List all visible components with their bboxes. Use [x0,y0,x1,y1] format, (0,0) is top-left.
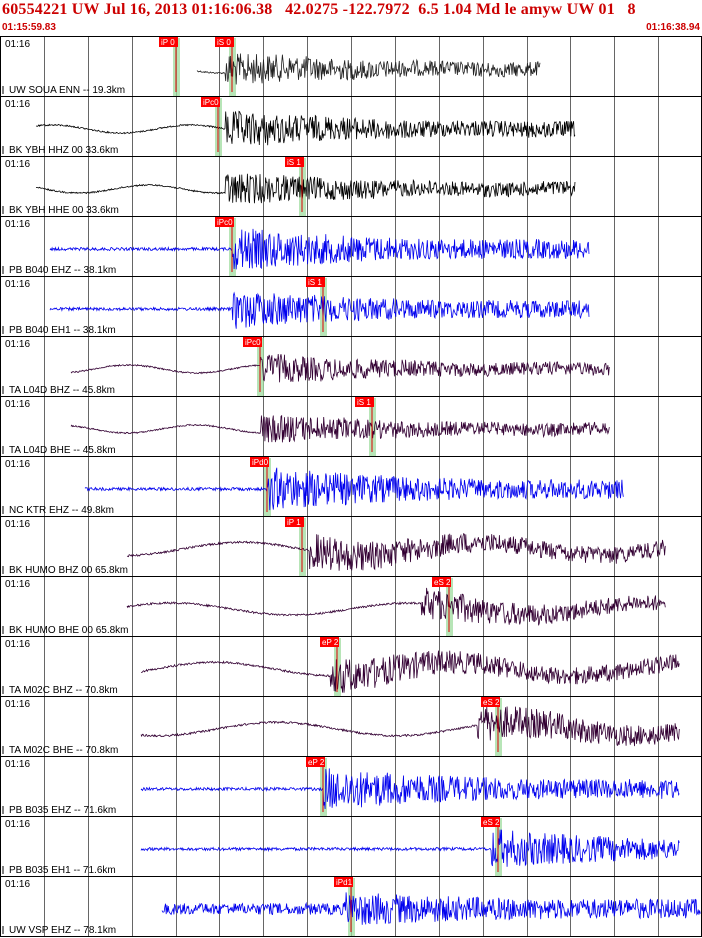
station-label: BK YBH HHZ 00 33.6km [9,145,118,156]
trace-panel: eS 2 01:16 BK HUMO BHE 00 65.8km [0,576,702,637]
pick-label: iP 1 [287,518,301,527]
waveform-trace [126,587,666,626]
trace-time-label: 01:16 [5,699,30,710]
station-label: TA L04D BHE -- 45.8km [9,445,116,456]
pick-tag [481,817,500,827]
pick-tag [306,757,325,767]
pick-label: eS 2 [434,578,451,587]
end-time: 01:16:38.94 [646,22,700,33]
trace-time-label: 01:16 [5,579,30,590]
pick-tag [285,517,304,527]
pick-tag [215,37,234,47]
station-label: TA L04D BHZ -- 45.8km [9,385,115,396]
pick-label: iPc0 [245,338,261,347]
trace-panel: iP 0 iS 0 01:16 UW SOUA ENN -- 19.3km [0,36,702,97]
trace-time-label: 01:16 [5,99,30,110]
pick-tag [334,877,353,887]
pick-tag [306,277,325,287]
pick-label: iS 1 [357,398,371,407]
pick-tag [481,697,500,707]
station-label: BK HUMO BHZ 00 65.8km [9,565,128,576]
pick-tag [159,37,178,47]
trace-panel: iP 1 01:16 BK HUMO BHZ 00 65.8km [0,516,702,577]
trace-time-label: 01:16 [5,459,30,470]
station-label: BK YBH HHE 00 33.6km [9,205,119,216]
time-gridlines [44,36,659,936]
event-title: 60554221 UW Jul 16, 2013 01:16:06.38 42.… [2,1,636,18]
trace-panel: iPc0 01:16 BK YBH HHZ 00 33.6km [0,96,702,157]
pick-tag [201,97,220,107]
waveform-trace [70,353,610,383]
pick-label: iPc0 [217,218,233,227]
waveform-trace [35,173,576,204]
pick-label: eP 2 [322,638,339,647]
waveform-trace [161,892,701,925]
trace-panel: eS 2 01:16 PB B035 EH1 -- 71.6km [0,816,702,877]
waveform-trace [49,228,590,270]
station-label: PB B035 EHZ -- 71.6km [9,805,116,816]
waveform-trace [84,467,624,511]
station-label: UW VSP EHZ -- 78.1km [9,925,116,936]
pick-label: iPd0 [252,458,269,467]
trace-panel: iS 1 01:16 TA L04D BHE -- 45.8km [0,396,702,457]
trace-panel: eS 2 01:16 TA M02C BHE -- 70.8km [0,696,702,757]
pick-label: iP 0 [161,38,175,47]
pick-tag [250,457,269,467]
waveform-trace [70,414,610,443]
header: 60554221 UW Jul 16, 2013 01:16:06.38 42.… [0,0,702,36]
trace-time-label: 01:16 [5,279,30,290]
waveform-trace [35,110,576,146]
station-label: PB B040 EH1 -- 38.1km [9,325,116,336]
pick-tag [432,577,451,587]
pick-label: eP 2 [308,758,325,767]
waveform-trace [140,650,680,693]
trace-panel: eP 2 01:16 TA M02C BHZ -- 70.8km [0,636,702,697]
station-label: NC KTR EHZ -- 49.8km [9,505,114,516]
waveform-trace [49,291,590,329]
trace-time-label: 01:16 [5,639,30,650]
trace-time-label: 01:16 [5,339,30,350]
waveform-trace [196,53,541,85]
waveform-trace [126,532,666,571]
waveform-trace [140,706,680,747]
trace-time-label: 01:16 [5,879,30,890]
trace-time-label: 01:16 [5,519,30,530]
pick-label: iPc0 [203,98,219,107]
trace-panel: iS 1 01:16 BK YBH HHE 00 33.6km [0,156,702,217]
pick-label: iS 0 [217,38,231,47]
pick-tag [243,337,262,347]
station-label: PB B040 EHZ -- 38.1km [9,265,116,276]
station-label: UW SOUA ENN -- 19.3km [9,85,125,96]
trace-time-label: 01:16 [5,759,30,770]
trace-panel: iS 1 01:16 PB B040 EH1 -- 38.1km [0,276,702,337]
station-label: TA M02C BHE -- 70.8km [9,745,118,756]
trace-time-label: 01:16 [5,159,30,170]
station-label: BK HUMO BHE 00 65.8km [9,625,128,636]
pick-tag [285,157,304,167]
pick-label: iPd1 [336,878,353,887]
trace-time-label: 01:16 [5,219,30,230]
seismogram-plot: iP 0 iS 0 01:16 UW SOUA ENN -- 19.3km iPc0 01… [0,36,702,937]
trace-panel: iPd1 01:16 UW VSP EHZ -- 78.1km [0,876,702,937]
start-time: 01:15:59.83 [2,22,56,33]
pick-tag [320,637,339,647]
pick-label: eS 2 [483,818,500,827]
waveform-trace [140,768,680,810]
pick-label: iS 1 [308,278,322,287]
station-label: PB B035 EH1 -- 71.6km [9,865,116,876]
pick-label: iS 1 [287,158,301,167]
trace-time-label: 01:16 [5,39,30,50]
trace-panel: eP 2 01:16 PB B035 EHZ -- 71.6km [0,756,702,817]
trace-panel: iPc0 01:16 PB B040 EHZ -- 38.1km [0,216,702,277]
trace-time-label: 01:16 [5,819,30,830]
pick-tag [215,217,234,227]
pick-tag [355,397,374,407]
station-label: TA M02C BHZ -- 70.8km [9,685,118,696]
pick-label: eS 2 [483,698,500,707]
waveform-trace [140,829,680,867]
trace-panel: iPd0 01:16 NC KTR EHZ -- 49.8km [0,456,702,517]
trace-panel: iPc0 01:16 TA L04D BHZ -- 45.8km [0,336,702,397]
trace-time-label: 01:16 [5,399,30,410]
